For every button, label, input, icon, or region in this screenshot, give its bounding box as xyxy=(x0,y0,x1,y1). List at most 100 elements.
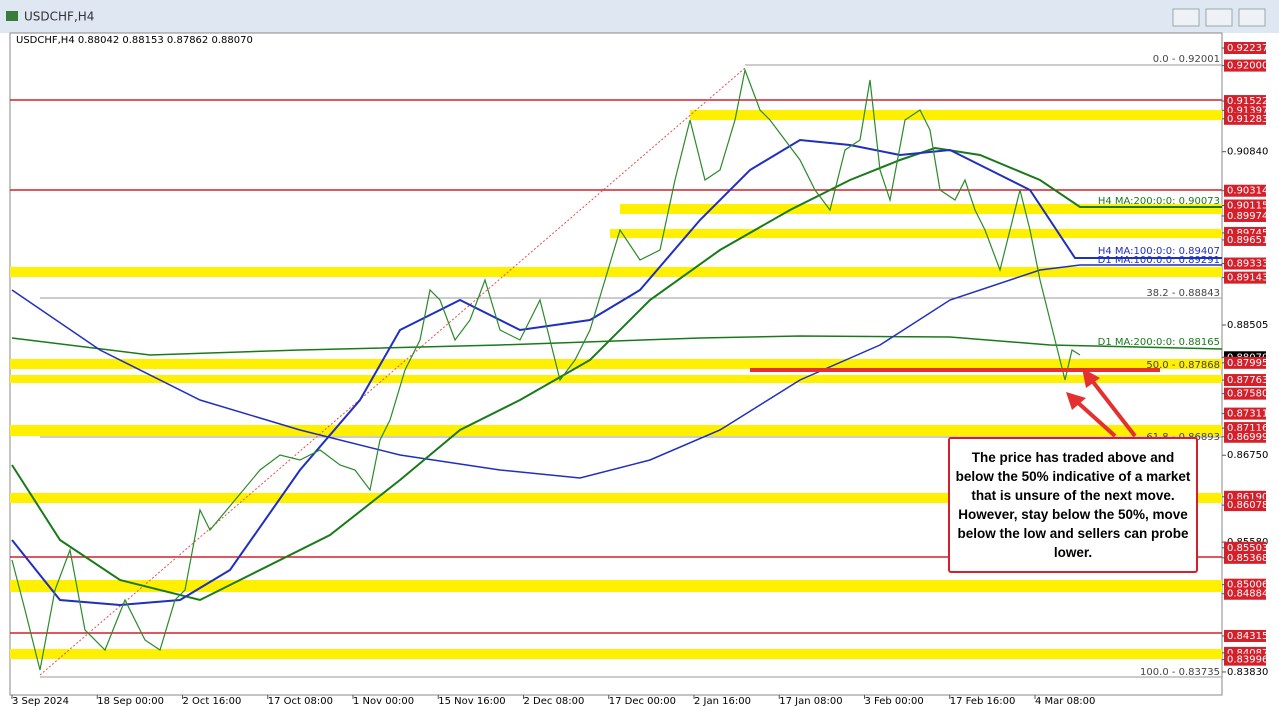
zone xyxy=(10,359,1222,369)
price-label: 0.85368 xyxy=(1227,553,1268,564)
price-label: 0.90314 xyxy=(1227,186,1268,197)
price-label: 0.91522 xyxy=(1227,96,1268,107)
price-label: 0.85006 xyxy=(1227,580,1268,591)
price-label: 0.88505 xyxy=(1227,320,1268,331)
minimize-button[interactable] xyxy=(1172,8,1200,27)
close-button[interactable] xyxy=(1238,8,1266,27)
chart-info: USDCHF,H4 0.88042 0.88153 0.87862 0.8807… xyxy=(16,35,253,46)
price-label: 0.84087 xyxy=(1227,648,1268,659)
time-label: 15 Nov 16:00 xyxy=(438,696,505,706)
price-label: 0.89745 xyxy=(1227,228,1268,239)
time-label: 1 Nov 00:00 xyxy=(353,696,414,706)
window-controls[interactable] xyxy=(1172,8,1266,27)
h4-ma200 xyxy=(11,146,1222,602)
zone xyxy=(10,375,1222,383)
price-label: 0.89143 xyxy=(1227,273,1268,284)
time-label: 2 Dec 08:00 xyxy=(524,696,585,706)
price-label: 0.90840 xyxy=(1227,147,1268,158)
annotation: The price has traded above and below the… xyxy=(948,437,1198,573)
price-label-bg xyxy=(1224,387,1266,400)
price-label: 0.84884 xyxy=(1227,589,1268,600)
fib-lines xyxy=(39,64,1222,678)
price-label-bg xyxy=(1224,407,1266,420)
time-label: 17 Jan 08:00 xyxy=(779,696,842,706)
level-text: 100.0 - 0.83735 xyxy=(1140,667,1220,678)
arrow xyxy=(1073,398,1117,438)
price-label: 0.87580 xyxy=(1227,389,1268,400)
zone xyxy=(610,229,1222,238)
level-text: 50.0 - 0.87868 xyxy=(1146,360,1220,371)
level-text: H4 MA:100:0:0: 0.89407 xyxy=(1098,246,1220,257)
zone xyxy=(10,493,1222,503)
price-label: 0.86999 xyxy=(1227,432,1268,443)
zone xyxy=(10,649,1222,659)
price-label-bg xyxy=(1224,356,1266,369)
price-label: 0.89974 xyxy=(1227,211,1268,222)
price-label-bg xyxy=(1224,95,1266,108)
zone xyxy=(620,204,1222,214)
price-label-bg xyxy=(1224,587,1266,600)
price-label: 0.89651 xyxy=(1227,235,1268,246)
window-icon xyxy=(6,11,18,21)
price-label-bg xyxy=(1224,42,1266,54)
price-label-bg xyxy=(1224,578,1266,591)
maximize-button[interactable] xyxy=(1205,8,1233,27)
price-label: 0.86190 xyxy=(1227,492,1268,503)
d1-ma200 xyxy=(11,335,1223,356)
price-label-bg xyxy=(1224,184,1266,197)
price-label: 0.87311 xyxy=(1227,409,1268,420)
price-label: 0.86750 xyxy=(1227,450,1268,461)
window-title: USDCHF,H4 xyxy=(24,10,94,24)
arrow xyxy=(1088,376,1137,438)
price-label-bg xyxy=(1224,653,1266,666)
price-label: 0.92000 xyxy=(1227,61,1268,72)
price-label: 0.85503 xyxy=(1227,543,1268,554)
price-label-bg xyxy=(1224,233,1266,246)
level-text: H4 MA:200:0:0: 0.90073 xyxy=(1098,196,1220,207)
time-label: 17 Feb 16:00 xyxy=(950,696,1016,706)
arrows xyxy=(1066,368,1137,438)
level-text: D1 MA:100:0:0: 0.89291 xyxy=(1098,255,1220,266)
price-label: 0.91283 xyxy=(1227,114,1268,125)
zone xyxy=(10,267,1222,277)
time-label: 2 Oct 16:00 xyxy=(183,696,242,706)
price-label: 0.83830 xyxy=(1227,667,1268,678)
price-label: 0.92237 xyxy=(1227,43,1268,54)
title-bar xyxy=(0,0,1279,33)
price-label: 0.83996 xyxy=(1227,655,1268,666)
price-label-bg xyxy=(1224,59,1266,72)
price-label-bg xyxy=(1224,271,1266,284)
price-label-bg xyxy=(1224,629,1266,642)
price-candles xyxy=(11,67,1081,671)
price-label: 0.87116 xyxy=(1227,423,1268,434)
price-label-bg xyxy=(1224,551,1266,564)
level-text: 38.2 - 0.88843 xyxy=(1146,288,1220,299)
price-label-bg xyxy=(1224,112,1266,125)
price-label-bg xyxy=(1224,499,1266,512)
price-label: 0.86078 xyxy=(1227,500,1268,511)
level-text: D1 MA:200:0:0: 0.88165 xyxy=(1098,337,1220,348)
d1-ma100 xyxy=(11,264,1222,479)
price-label: 0.89333 xyxy=(1227,259,1268,270)
arrow-head xyxy=(1066,392,1086,410)
price-label-bg xyxy=(1224,257,1266,270)
time-label: 17 Dec 00:00 xyxy=(609,696,676,706)
level-text: 0.0 - 0.92001 xyxy=(1153,54,1220,65)
fib-trend xyxy=(39,67,746,676)
zone xyxy=(10,580,1222,592)
time-label: 4 Mar 08:00 xyxy=(1035,696,1095,706)
price-label: 0.90115 xyxy=(1227,200,1268,211)
price-label-bg xyxy=(1224,374,1266,387)
time-label: 2 Jan 16:00 xyxy=(694,696,751,706)
price-label-bg xyxy=(1224,209,1266,222)
time-label: 17 Oct 08:00 xyxy=(268,696,333,706)
price-label: 0.91397 xyxy=(1227,105,1268,116)
price-label-bg xyxy=(1224,199,1266,212)
arrow-head xyxy=(1082,368,1100,388)
time-label: 3 Sep 2024 xyxy=(12,696,69,706)
time-label: 3 Feb 00:00 xyxy=(865,696,924,706)
zone xyxy=(690,110,1222,120)
price-label-bg xyxy=(1224,430,1266,443)
